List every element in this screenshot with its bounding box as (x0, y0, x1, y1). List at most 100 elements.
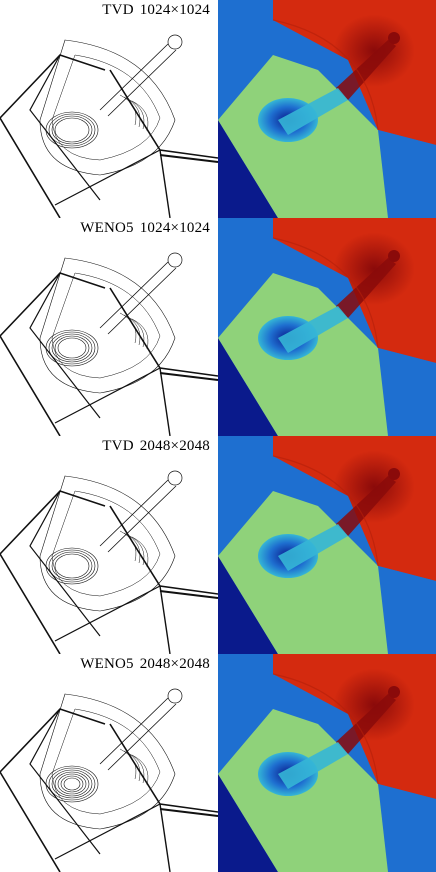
scheme-name: TVD (102, 2, 134, 18)
shock-line (109, 287, 218, 377)
bubble-contour (51, 769, 93, 799)
jet-stem-line (107, 703, 177, 771)
color-panel-row-4 (218, 654, 436, 872)
grid-resolution: 2048×2048 (139, 656, 210, 672)
shock-line (109, 723, 218, 813)
bubble-contour (48, 767, 96, 801)
bubble-contour (57, 337, 87, 359)
jet-head (388, 32, 400, 44)
shock-line (159, 803, 171, 872)
bubble-stem (278, 742, 348, 789)
jet-stem-line (99, 43, 169, 111)
contour-line (39, 39, 176, 176)
shock-line (54, 149, 161, 206)
lobe-contour (119, 312, 137, 344)
bubble-contour (45, 111, 99, 149)
panel-label: TVD 2048×2048 (102, 438, 210, 455)
shock-line (54, 803, 161, 860)
contour-plot (0, 34, 218, 218)
curved-shock (272, 237, 379, 349)
shock-line (159, 585, 171, 654)
grid-resolution: 1024×1024 (139, 220, 210, 236)
shock-line (159, 590, 218, 599)
shock-line (29, 272, 101, 419)
jet-stem (336, 258, 396, 318)
lobe-contour (131, 318, 149, 350)
bubble-contour (48, 549, 96, 583)
bubble-contour (63, 777, 81, 791)
region-lower-right (378, 566, 436, 654)
contour-line (51, 708, 161, 815)
lobe-contour (127, 534, 145, 566)
lobe-contour (123, 532, 141, 564)
curved-shock (272, 455, 379, 567)
region-lower-right (378, 348, 436, 436)
jet-stem-line (99, 697, 169, 765)
contour-line (39, 475, 176, 612)
density-color-plot (218, 0, 436, 218)
contour-plot (0, 252, 218, 436)
shock-line (159, 372, 218, 381)
bubble-contour (60, 775, 84, 793)
contour-plot (0, 470, 218, 654)
contour-plot (0, 688, 218, 872)
lobe-contour (123, 96, 141, 128)
jet-stem-line (107, 267, 177, 335)
shock-line (29, 490, 101, 637)
lobe-contour (131, 754, 149, 786)
bubble-contour (51, 551, 93, 581)
jet-head (388, 250, 400, 262)
shock-line (0, 335, 61, 436)
shock-line (54, 367, 161, 424)
region-lower-right (378, 784, 436, 872)
lobe-contour (127, 316, 145, 348)
bubble-contour (51, 115, 93, 145)
shock-line (29, 708, 101, 855)
shock-line (0, 272, 106, 337)
shock-line (29, 54, 101, 201)
jet-stem-line (107, 485, 177, 553)
shock-line (159, 149, 171, 218)
shock-line (54, 585, 161, 642)
jet-head-line (167, 34, 183, 50)
jet-stem (336, 40, 396, 100)
lobe-contour (123, 750, 141, 782)
jet-stem-line (99, 261, 169, 329)
color-panel-row-3 (218, 436, 436, 654)
shock-line (0, 708, 106, 773)
lobe-contour (127, 98, 145, 130)
shock-line (159, 808, 218, 817)
bubble-contour (48, 331, 96, 365)
shock-line (109, 69, 218, 159)
grid-resolution: 2048×2048 (139, 438, 210, 454)
shock-line (0, 771, 61, 872)
color-panel-row-1 (218, 0, 436, 218)
bubble-contour (45, 547, 99, 585)
bubble-contour (48, 113, 96, 147)
lobe-contour (123, 314, 141, 346)
jet-head-line (167, 470, 183, 486)
contour-line (51, 54, 161, 161)
contour-panel-row-2: WENO5 1024×1024 (0, 218, 218, 436)
bubble-stem (278, 524, 348, 571)
contour-line (51, 490, 161, 597)
jet-head-line (167, 252, 183, 268)
shock-line (109, 505, 218, 595)
bubble-contour (54, 771, 90, 797)
shock-line (0, 553, 61, 654)
shock-line (159, 154, 218, 163)
contour-line (39, 693, 176, 830)
lobe-contour (127, 752, 145, 784)
contour-panel-row-1: TVD 1024×1024 (0, 0, 218, 218)
panel-label: WENO5 1024×1024 (80, 220, 210, 237)
region-lower-right (378, 130, 436, 218)
jet-stem-line (99, 479, 169, 547)
bubble-contour (45, 329, 99, 367)
bubble-contour (57, 773, 87, 795)
scheme-name: WENO5 (80, 220, 134, 236)
bubble-contour (54, 335, 90, 361)
contour-line (39, 257, 176, 394)
jet-stem (336, 476, 396, 536)
lobe-contour (131, 100, 149, 132)
jet-head (388, 468, 400, 480)
